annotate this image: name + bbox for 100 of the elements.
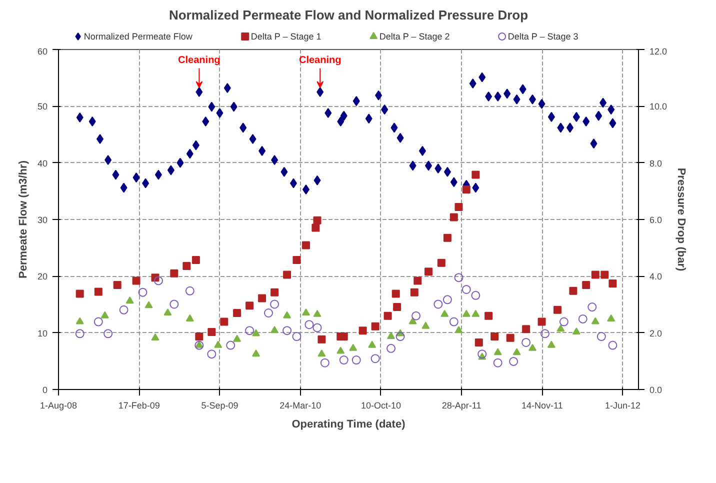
x-tick-label: 14-Nov-11 bbox=[521, 400, 563, 410]
legend-label: Delta P – Stage 1 bbox=[250, 32, 322, 42]
point bbox=[449, 317, 458, 326]
point bbox=[512, 348, 521, 356]
point bbox=[578, 314, 588, 324]
point bbox=[94, 317, 103, 326]
point bbox=[454, 203, 463, 212]
point bbox=[75, 329, 84, 338]
y2-tick-label: 6.0 bbox=[650, 215, 662, 225]
point bbox=[100, 311, 109, 318]
point bbox=[119, 305, 128, 314]
point bbox=[126, 296, 134, 304]
point bbox=[185, 286, 194, 296]
annotation: Cleaning bbox=[298, 54, 342, 66]
y-tick-label: 20 bbox=[37, 272, 48, 282]
point bbox=[318, 350, 326, 357]
point bbox=[437, 258, 446, 267]
point bbox=[454, 326, 463, 334]
point bbox=[608, 280, 617, 288]
point bbox=[414, 276, 422, 285]
point bbox=[471, 290, 480, 300]
point bbox=[339, 356, 348, 365]
point bbox=[270, 288, 279, 296]
chart-title: Normalized Permeate Flow and Normalized Pressure Drop bbox=[168, 8, 528, 22]
point bbox=[151, 333, 160, 340]
x-tick-label: 1-Jun-12 bbox=[605, 400, 641, 410]
point bbox=[454, 273, 464, 282]
point bbox=[226, 340, 236, 350]
point bbox=[528, 344, 536, 351]
point bbox=[312, 323, 322, 332]
point bbox=[608, 340, 618, 350]
point bbox=[208, 328, 216, 336]
point bbox=[569, 286, 578, 295]
point bbox=[220, 318, 228, 326]
point bbox=[292, 256, 301, 264]
point bbox=[195, 332, 204, 341]
x-tick-label: 28-Apr-11 bbox=[442, 400, 482, 410]
point bbox=[462, 310, 470, 317]
point bbox=[412, 311, 421, 320]
point bbox=[442, 295, 452, 304]
point bbox=[591, 317, 600, 324]
point bbox=[214, 340, 222, 348]
point bbox=[318, 335, 326, 344]
point bbox=[164, 308, 172, 316]
point bbox=[506, 334, 514, 342]
point bbox=[312, 224, 320, 232]
point bbox=[384, 312, 392, 320]
y2-tick-label: 4.0 bbox=[650, 272, 662, 282]
point bbox=[478, 350, 487, 359]
y-tick-label: 0 bbox=[42, 385, 48, 395]
point bbox=[386, 344, 396, 353]
y2-tick-label: 0.0 bbox=[650, 385, 662, 395]
point bbox=[76, 317, 84, 324]
point bbox=[264, 308, 273, 318]
point bbox=[522, 325, 530, 334]
point bbox=[600, 270, 609, 279]
annotation: Cleaning bbox=[178, 54, 220, 66]
point bbox=[392, 290, 400, 298]
point bbox=[462, 284, 471, 294]
point bbox=[352, 356, 361, 365]
point bbox=[484, 312, 493, 320]
point bbox=[258, 294, 266, 302]
point bbox=[246, 302, 254, 310]
point bbox=[182, 262, 191, 270]
x-tick-label: 17-Feb-09 bbox=[118, 400, 160, 410]
point bbox=[207, 350, 216, 359]
point bbox=[313, 216, 322, 224]
x-axis-title: Operating Time (date) bbox=[292, 418, 406, 430]
point bbox=[559, 317, 568, 326]
point bbox=[474, 338, 483, 346]
point bbox=[76, 290, 84, 298]
point bbox=[572, 327, 580, 335]
point bbox=[509, 356, 518, 366]
y-tick-label: 10 bbox=[37, 328, 48, 338]
point bbox=[192, 256, 200, 264]
legend-label: Delta P – Stage 3 bbox=[508, 32, 578, 42]
point bbox=[547, 340, 556, 348]
point bbox=[443, 234, 452, 242]
point bbox=[408, 317, 417, 324]
legend-label: Normalized Permeate Flow bbox=[84, 32, 193, 42]
point bbox=[302, 241, 310, 250]
point bbox=[540, 329, 550, 338]
point bbox=[582, 280, 590, 289]
point bbox=[233, 309, 242, 317]
y-tick-label: 40 bbox=[37, 158, 48, 168]
point bbox=[292, 332, 302, 342]
y-tick-label: 50 bbox=[37, 102, 48, 112]
point bbox=[336, 346, 345, 354]
point bbox=[154, 276, 163, 286]
point bbox=[282, 326, 292, 336]
y-tick-label: 60 bbox=[37, 46, 48, 56]
point bbox=[283, 270, 292, 279]
point bbox=[591, 270, 600, 279]
point bbox=[472, 170, 480, 179]
point bbox=[113, 280, 122, 289]
x-tick-label: 5-Sep-09 bbox=[201, 400, 238, 410]
point bbox=[320, 358, 330, 368]
y2-tick-label: 8.0 bbox=[650, 158, 662, 168]
point bbox=[396, 332, 405, 342]
point bbox=[270, 326, 279, 334]
